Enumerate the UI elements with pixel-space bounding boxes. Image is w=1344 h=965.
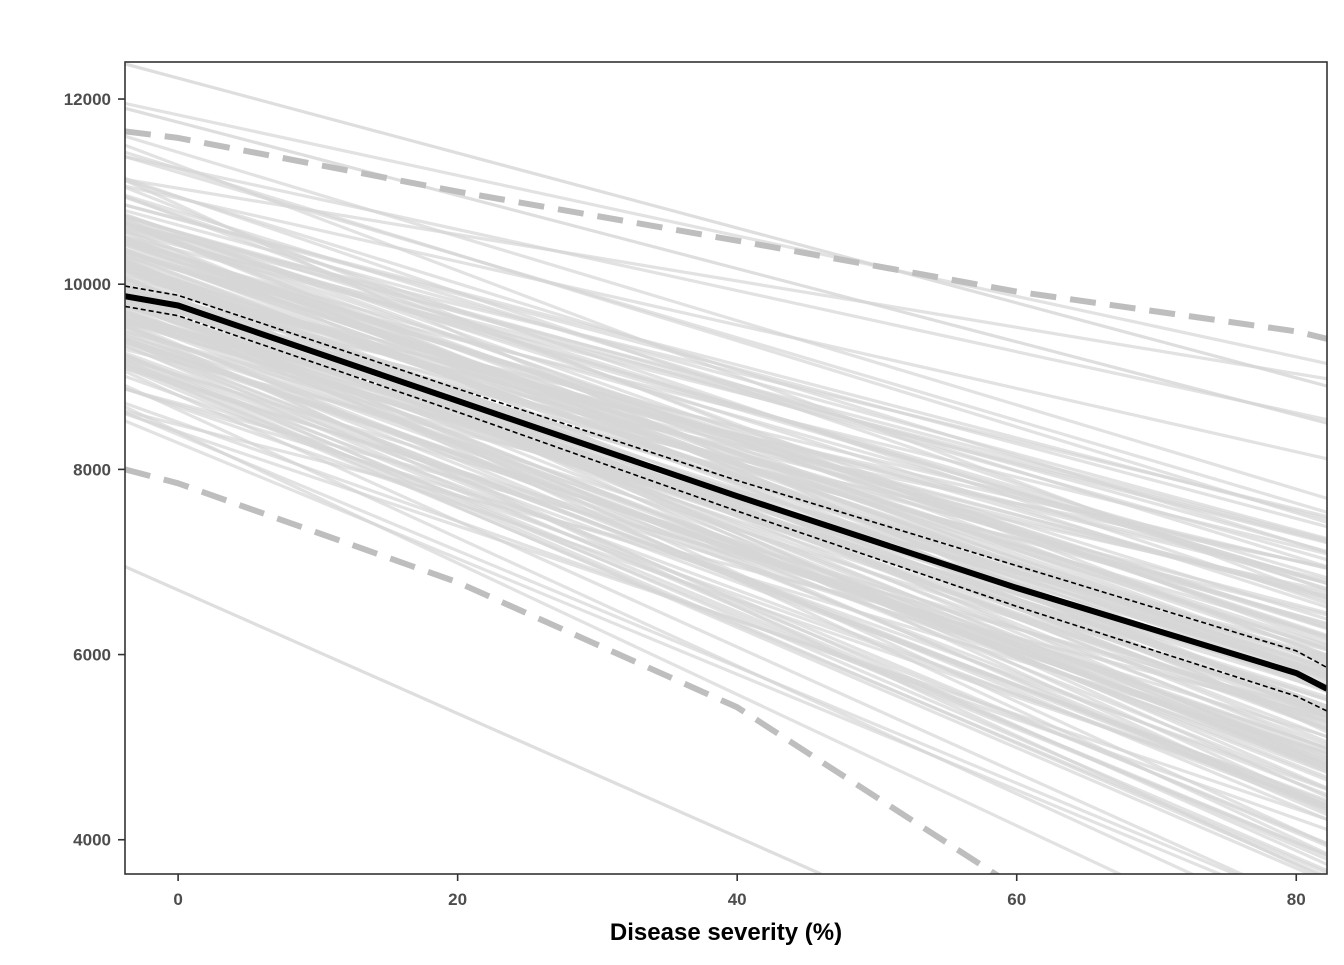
individual-lines bbox=[125, 62, 1327, 874]
individual-line bbox=[125, 369, 1246, 874]
individual-line bbox=[125, 62, 1327, 388]
individual-line bbox=[125, 302, 1327, 675]
individual-line bbox=[125, 106, 1327, 425]
individual-line bbox=[125, 243, 1327, 621]
series-confidence-lower bbox=[125, 305, 1327, 712]
y-tick-label: 12000 bbox=[64, 90, 111, 109]
x-tick-label: 60 bbox=[1007, 890, 1026, 909]
individual-line bbox=[125, 184, 1327, 461]
individual-line bbox=[125, 134, 1327, 500]
individual-line bbox=[125, 384, 1196, 874]
individual-line bbox=[125, 412, 1327, 821]
x-tick-label: 0 bbox=[173, 890, 182, 909]
individual-line bbox=[125, 353, 1327, 845]
individual-line bbox=[125, 340, 1327, 807]
individual-line bbox=[125, 203, 1327, 529]
x-tick-label: 20 bbox=[448, 890, 467, 909]
individual-line bbox=[125, 321, 1327, 675]
individual-line bbox=[125, 297, 1327, 726]
individual-line bbox=[125, 247, 1327, 709]
x-axis-title: Disease severity (%) bbox=[610, 919, 842, 946]
x-axis: 0 20 40 60 80 bbox=[173, 874, 1306, 909]
individual-line bbox=[125, 322, 1320, 874]
individual-line bbox=[125, 361, 1314, 874]
x-tick-label: 80 bbox=[1287, 890, 1306, 909]
individual-line bbox=[125, 101, 1327, 366]
y-tick-label: 8000 bbox=[73, 460, 111, 479]
band-lines bbox=[125, 128, 1327, 874]
individual-line bbox=[125, 260, 1327, 680]
individual-line bbox=[125, 177, 1327, 381]
individual-line bbox=[125, 215, 1327, 554]
series-prediction-upper bbox=[125, 128, 1327, 342]
individual-line bbox=[125, 249, 1327, 602]
series-prediction-lower bbox=[125, 466, 1001, 874]
individual-line bbox=[125, 277, 1327, 571]
series-mean bbox=[125, 293, 1327, 692]
individual-line bbox=[125, 386, 1327, 806]
individual-line bbox=[125, 209, 1327, 541]
individual-line bbox=[125, 155, 1327, 422]
individual-line bbox=[125, 318, 1327, 569]
individual-line bbox=[125, 405, 1124, 874]
y-tick-label: 10000 bbox=[64, 275, 111, 294]
individual-line bbox=[125, 367, 1327, 738]
individual-line bbox=[125, 358, 1325, 874]
y-axis: 4000 6000 8000 10000 12000 bbox=[64, 90, 125, 850]
individual-line bbox=[125, 565, 822, 874]
individual-line bbox=[125, 353, 1327, 872]
individual-line bbox=[125, 259, 1327, 808]
individual-line bbox=[125, 334, 1327, 763]
series-confidence-upper bbox=[125, 285, 1327, 669]
individual-line bbox=[125, 236, 1327, 637]
individual-line bbox=[125, 317, 1327, 774]
individual-line bbox=[125, 234, 1327, 545]
plot-frame bbox=[124, 61, 1328, 875]
individual-line bbox=[125, 251, 1327, 631]
individual-line bbox=[125, 419, 1224, 874]
y-tick-label: 4000 bbox=[73, 831, 111, 850]
y-tick-label: 6000 bbox=[73, 646, 111, 665]
x-tick-label: 40 bbox=[728, 890, 747, 909]
individual-line bbox=[125, 155, 1327, 514]
